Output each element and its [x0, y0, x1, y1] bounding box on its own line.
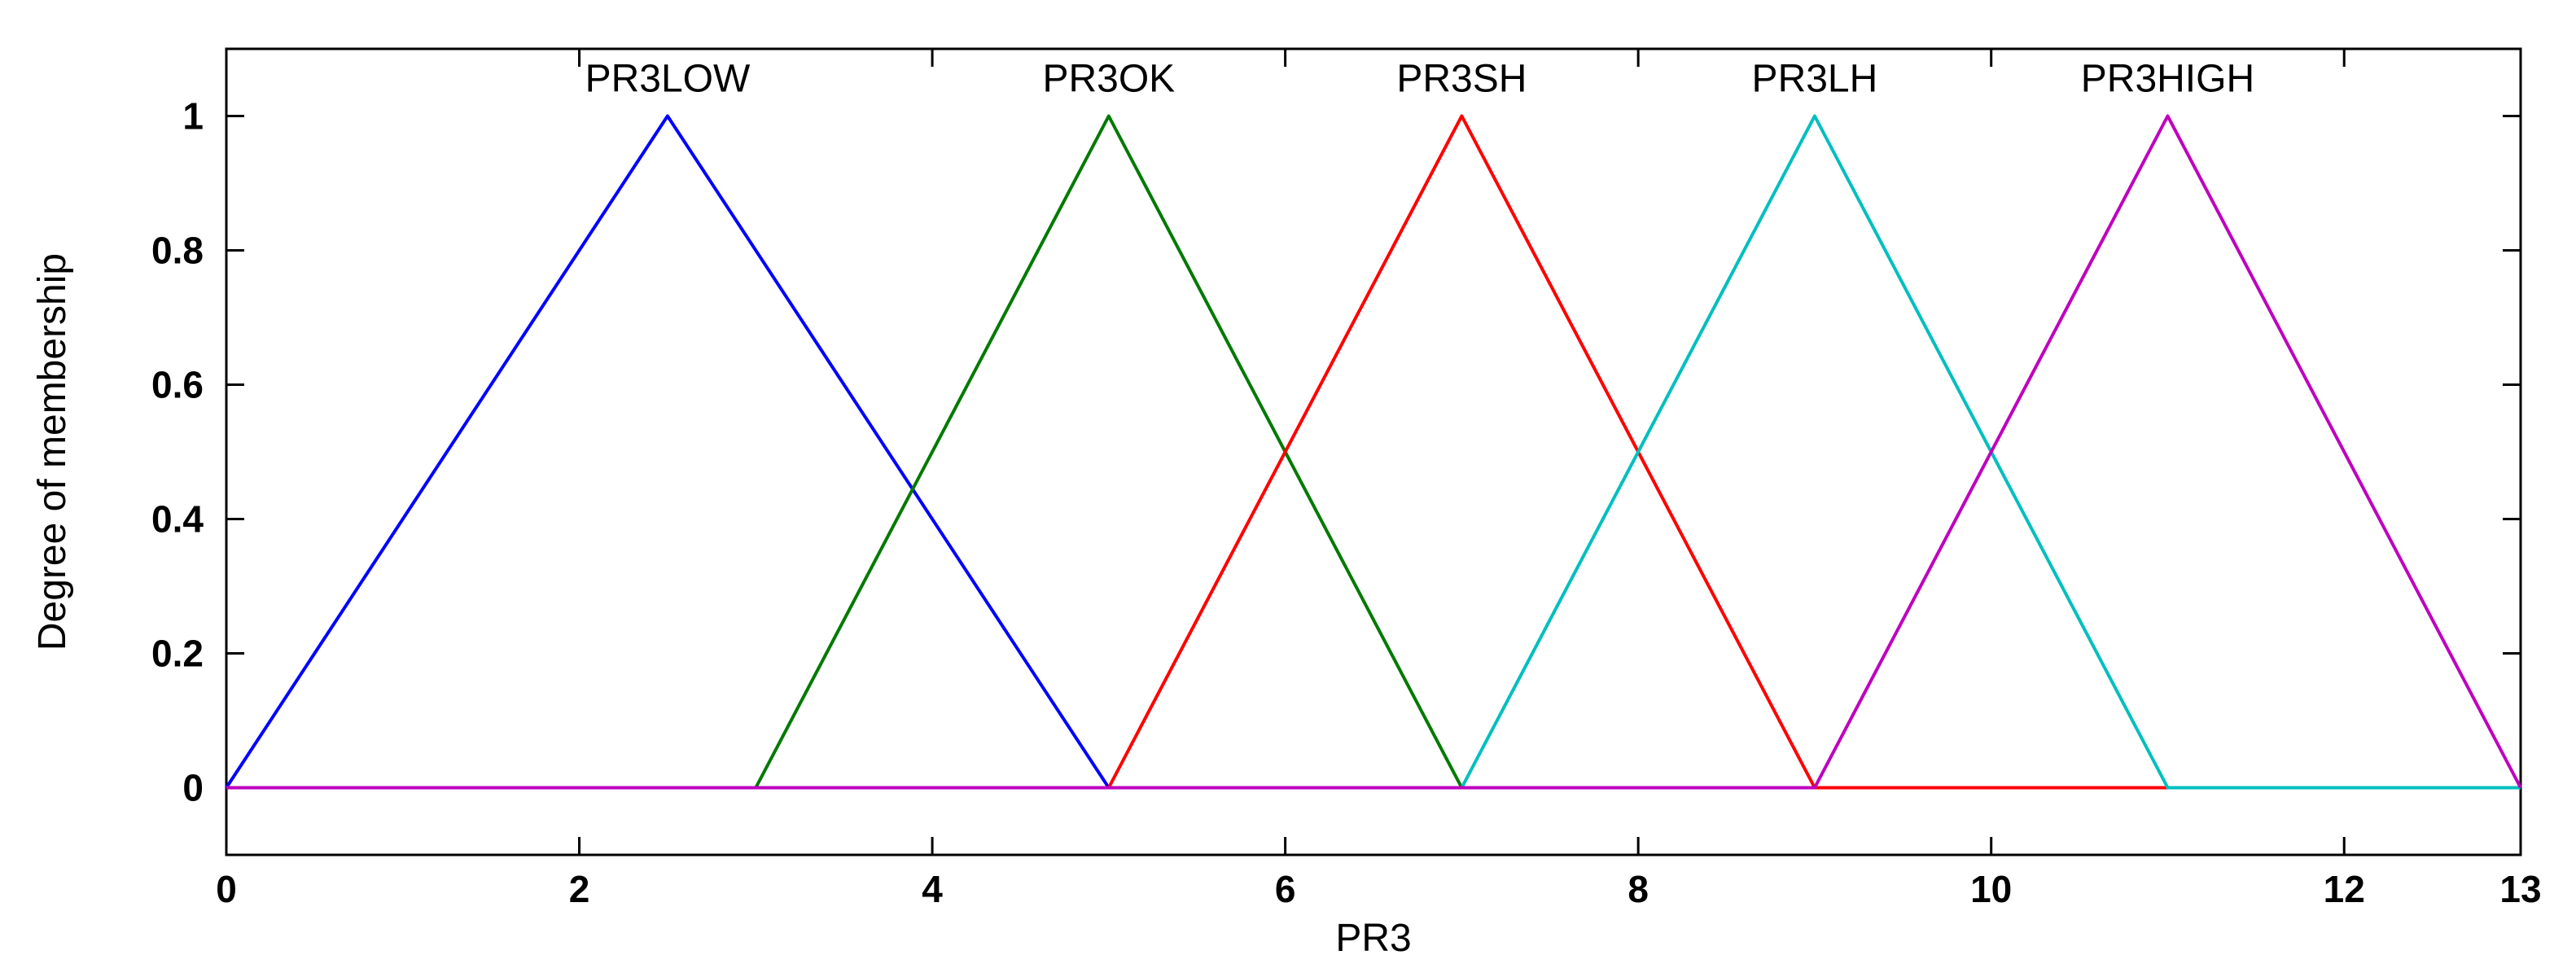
y-axis-label: Degree of membership — [31, 253, 74, 651]
x-tick-label: 4 — [922, 868, 943, 910]
x-tick-label: 10 — [1970, 868, 2012, 910]
axes-box — [225, 47, 2522, 857]
x-tick-label: 13 — [2499, 868, 2541, 910]
series-line-pr3low — [225, 114, 2521, 790]
y-tick-label: 0 — [182, 767, 204, 809]
series-line-pr3sh — [226, 114, 2521, 790]
x-axis-label: PR3 — [1335, 917, 1411, 960]
mf-label-pr3ok: PR3OK — [1042, 58, 1175, 101]
mf-label-pr3low: PR3LOW — [585, 58, 751, 101]
y-tick-label: 0.8 — [151, 230, 204, 272]
x-tick-label: 6 — [1275, 868, 1296, 910]
x-tick-label: 0 — [216, 868, 237, 910]
mf-label-pr3lh: PR3LH — [1752, 58, 1878, 101]
x-tick-label: 2 — [569, 868, 590, 910]
y-tick-label: 0.4 — [151, 498, 204, 541]
series-line-pr3ok — [226, 114, 2521, 790]
x-tick-label: 8 — [1628, 868, 1649, 910]
series-line-pr3lh — [226, 114, 2521, 790]
y-tick-label: 1 — [182, 95, 204, 138]
y-tick-label: 0.6 — [151, 364, 204, 406]
mf-label-pr3high: PR3HIGH — [2081, 58, 2254, 101]
y-tick-label: 0.2 — [151, 633, 204, 675]
mf-label-pr3sh: PR3SH — [1396, 58, 1527, 101]
series-line-pr3high — [226, 114, 2522, 790]
x-tick-label: 12 — [2324, 868, 2365, 910]
